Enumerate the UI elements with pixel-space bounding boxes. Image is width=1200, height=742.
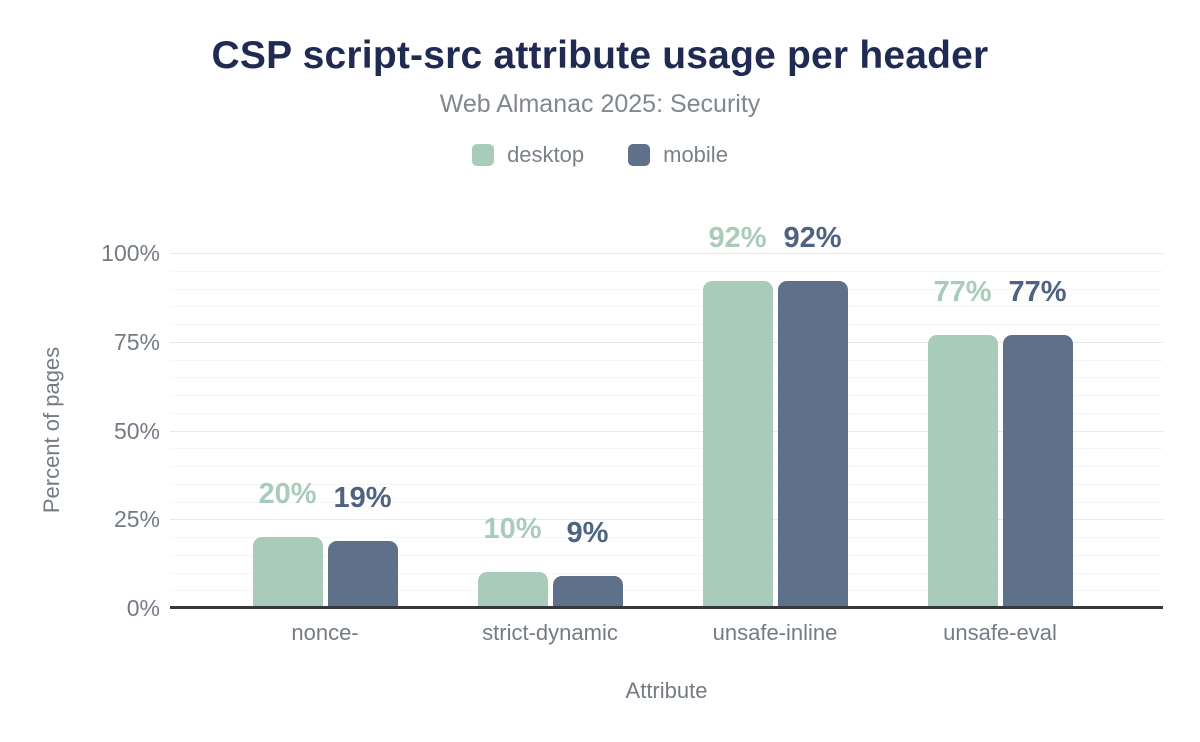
bar-desktop-unsafe-eval[interactable]: [927, 335, 998, 608]
major-gridline-50: [170, 430, 1163, 432]
minor-gridline-85: [170, 306, 1163, 308]
bar-desktop-unsafe-inline[interactable]: [702, 281, 773, 608]
legend-label-desktop: desktop: [507, 142, 585, 167]
minor-gridline-10: [170, 572, 1163, 574]
legend: desktop mobile: [0, 142, 1200, 168]
bar-value-label-mobile-unsafe-inline: 92%: [783, 222, 842, 254]
legend-swatch-desktop: [472, 144, 495, 166]
major-gridline-25: [170, 519, 1163, 521]
x-tick-unsafe-inline: unsafe-inline: [712, 620, 838, 645]
major-gridline-100: [170, 253, 1163, 254]
bar-value-label-desktop-strict-dynamic: 10%: [483, 513, 542, 545]
page-title: CSP script-src attribute usage per heade…: [211, 34, 989, 77]
bar-value-label-mobile-nonce-: 19%: [333, 482, 392, 514]
plot-area: 20% 19% 10% 9% 92% 92% 77% 77% nonce-strict-dyn…: [170, 220, 1163, 703]
bar-mobile-nonce-[interactable]: [327, 541, 398, 608]
x-axis-line: [170, 606, 1163, 609]
minor-gridline-65: [170, 377, 1163, 379]
minor-gridline-20: [170, 537, 1163, 538]
bar-desktop-strict-dynamic[interactable]: [477, 572, 548, 608]
bar-value-label-desktop-unsafe-eval: 77%: [933, 276, 992, 308]
y-tick-50: 50%: [113, 417, 160, 444]
minor-gridline-35: [170, 483, 1163, 485]
minor-gridline-55: [170, 412, 1163, 414]
minor-gridline-5: [170, 590, 1163, 592]
major-gridline-75: [170, 341, 1163, 343]
minor-gridline-15: [170, 554, 1163, 556]
bar-value-label-desktop-nonce-: 20%: [258, 478, 317, 510]
y-axis-title: Percent of pages: [39, 346, 64, 514]
legend-label-mobile: mobile: [663, 142, 728, 167]
minor-gridline-70: [170, 359, 1163, 361]
x-tick-nonce-: nonce-: [291, 620, 359, 645]
y-tick-100: 100%: [101, 240, 160, 266]
y-tick-75: 75%: [113, 328, 160, 355]
y-tick-25: 25%: [113, 506, 160, 533]
x-axis-title: Attribute: [625, 678, 708, 703]
minor-gridline-95: [170, 270, 1163, 272]
minor-gridline-60: [170, 395, 1163, 396]
bar-value-label-mobile-unsafe-eval: 77%: [1008, 276, 1067, 308]
x-tick-unsafe-eval: unsafe-eval: [943, 620, 1057, 645]
bar-value-label-mobile-strict-dynamic: 9%: [566, 517, 609, 549]
minor-gridline-45: [170, 448, 1163, 450]
legend-swatch-mobile: [628, 144, 651, 166]
bar-mobile-unsafe-inline[interactable]: [777, 281, 848, 608]
y-tick-0: 0%: [126, 595, 160, 621]
bar-mobile-unsafe-eval[interactable]: [1002, 335, 1073, 608]
legend-item-mobile[interactable]: mobile: [628, 142, 728, 168]
bar-desktop-nonce-[interactable]: [252, 537, 323, 608]
minor-gridline-90: [170, 288, 1163, 290]
x-tick-strict-dynamic: strict-dynamic: [482, 620, 618, 645]
bar-value-label-desktop-unsafe-inline: 92%: [708, 222, 767, 254]
minor-gridline-80: [170, 324, 1163, 325]
bar-mobile-strict-dynamic[interactable]: [552, 576, 623, 608]
minor-gridline-40: [170, 466, 1163, 467]
chart-subtitle: Web Almanac 2025: Security: [439, 90, 761, 118]
minor-gridline-30: [170, 501, 1163, 503]
legend-item-desktop[interactable]: desktop: [472, 142, 584, 168]
